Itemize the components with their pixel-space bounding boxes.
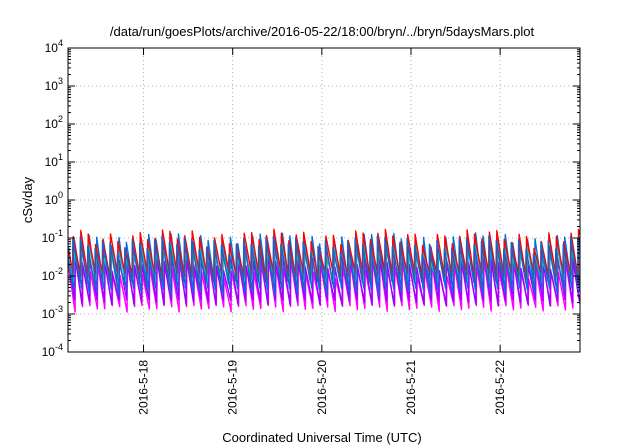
y-tick-label: 100 [45,190,63,207]
x-tick-label: 2016-5-22 [493,360,507,415]
x-axis-label: Coordinated Universal Time (UTC) [222,430,421,445]
y-tick-label: 10-4 [42,342,63,359]
x-tick-label: 2016-5-20 [315,360,329,415]
y-tick-label: 104 [45,38,63,55]
x-axis: 2016-5-18 2016-5-19 2016-5-20 2016-5-21 2016… [137,48,507,415]
y-tick-label: 10-1 [42,228,63,245]
series-line [67,235,581,288]
series-layer [67,228,581,313]
y-tick-label: 101 [45,152,63,169]
y-tick-label: 10-3 [42,304,63,321]
grid-lines [68,48,580,352]
y-tick-label: 103 [45,76,63,93]
chart-title: /data/run/goesPlots/archive/2016-05-22/1… [110,24,535,39]
y-axis-label: cSv/day [20,176,35,223]
y-tick-label: 10-2 [42,266,63,283]
y-axis: 10-4 10-3 10-2 10-1 100 101 102 103 104 [42,38,580,359]
x-tick-label: 2016-5-19 [226,360,240,415]
x-tick-label: 2016-5-18 [137,360,151,415]
y-tick-label: 102 [45,114,63,131]
x-tick-label: 2016-5-21 [404,360,418,415]
